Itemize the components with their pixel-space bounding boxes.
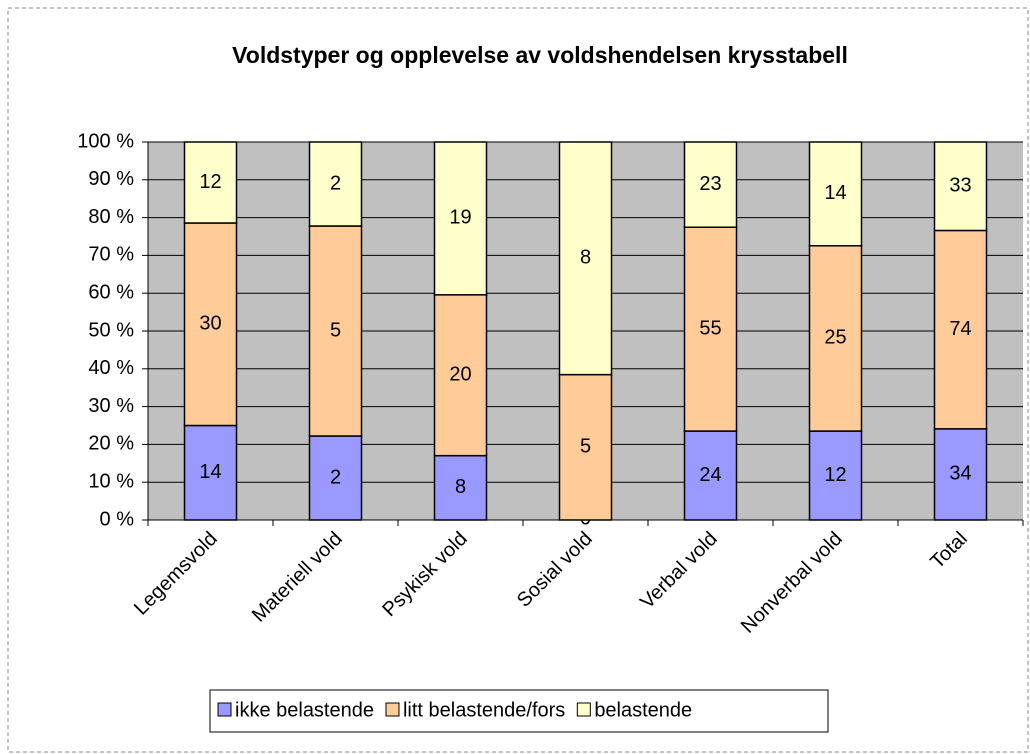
- x-tick-label: Materiell vold: [248, 528, 347, 627]
- data-label: 12: [824, 464, 846, 486]
- bar-segment: [683, 430, 738, 521]
- data-label: 34: [949, 463, 971, 485]
- y-tick-label: 0 %: [100, 508, 135, 530]
- bar-segment: [683, 226, 738, 432]
- y-tick-label: 70 %: [88, 244, 134, 266]
- y-tick-label: 20 %: [88, 433, 134, 455]
- bar-segment: [933, 229, 988, 430]
- data-label: 23: [699, 173, 721, 195]
- data-label: 14: [199, 461, 221, 483]
- legend-box: [209, 689, 829, 733]
- data-label: 30: [199, 313, 221, 335]
- bar-segment: [558, 373, 613, 521]
- bar-segment: [558, 141, 613, 376]
- data-label: 12: [199, 171, 221, 193]
- data-label: 33: [949, 175, 971, 197]
- bar-segment: [433, 294, 488, 457]
- bar-segment: [683, 141, 738, 228]
- bar-segment: [183, 141, 238, 224]
- y-tick-label: 80 %: [88, 206, 134, 228]
- data-label: 14: [824, 182, 846, 204]
- bar-segment: [808, 430, 863, 521]
- bar-segment: [308, 435, 363, 521]
- x-tick-label: Total: [926, 528, 971, 573]
- y-tick-label: 40 %: [88, 357, 134, 379]
- data-label: 74: [949, 318, 971, 340]
- y-tick-label: 50 %: [88, 319, 134, 341]
- data-label: 25: [824, 327, 846, 349]
- data-label: 5: [330, 319, 341, 341]
- data-label: 5: [580, 436, 591, 458]
- legend-swatch: [576, 702, 591, 717]
- data-label: 8: [455, 476, 466, 498]
- x-tick-label: Nonverbal vold: [737, 528, 847, 638]
- legend-swatch: [217, 702, 232, 717]
- legend-label: ikke belastende: [235, 699, 374, 721]
- y-tick-label: 60 %: [88, 281, 134, 303]
- bar-segment: [933, 141, 988, 232]
- y-tick-label: 10 %: [88, 470, 134, 492]
- x-tick-label: Verbal vold: [636, 528, 722, 614]
- data-label: 55: [699, 317, 721, 339]
- data-label: 8: [580, 247, 591, 269]
- bar-segment: [308, 141, 363, 227]
- x-tick-label: Legemsvold: [130, 528, 222, 620]
- y-tick-label: 90 %: [88, 168, 134, 190]
- y-tick-label: 100 %: [77, 130, 134, 152]
- bar-segment: [433, 141, 488, 296]
- x-tick-label: Sosial vold: [513, 528, 597, 612]
- x-tick-label: Psykisk vold: [378, 528, 471, 621]
- chart-title: Voldstyper og opplevelse av voldshendels…: [232, 42, 848, 68]
- data-label: 24: [699, 464, 721, 486]
- legend-swatch: [385, 702, 400, 717]
- bar-segment: [808, 141, 863, 247]
- legend: ikke belastende litt belastende/fors belas…: [209, 689, 829, 733]
- legend-label: litt belastende/fors: [403, 699, 565, 721]
- bar-segment: [933, 428, 988, 521]
- data-label: 20: [449, 364, 471, 386]
- legend-label: belastende: [594, 699, 692, 721]
- data-label: 19: [449, 207, 471, 229]
- y-tick-label: 30 %: [88, 395, 134, 417]
- bar-segment: [808, 245, 863, 432]
- bar-segment: [183, 222, 238, 427]
- data-label: 2: [330, 172, 341, 194]
- data-label: 2: [330, 466, 341, 488]
